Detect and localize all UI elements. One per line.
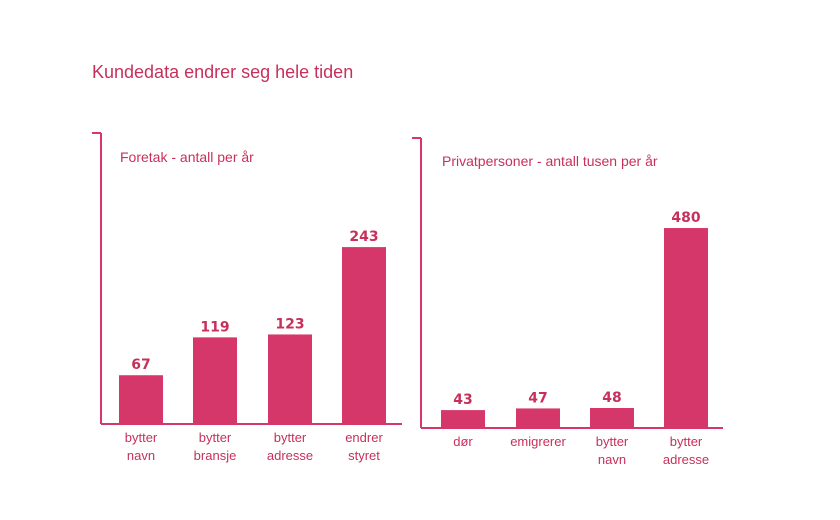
category-label-line: navn xyxy=(127,448,155,463)
page-title: Kundedata endrer seg hele tiden xyxy=(92,62,354,82)
category-label-line: endrer xyxy=(345,430,383,445)
category-label-line: bytter xyxy=(125,430,158,445)
category-label-line: dør xyxy=(453,434,473,449)
chart-panel-2: Privatpersoner - antall tusen per år 43 dø… xyxy=(412,137,723,467)
category-label-line: styret xyxy=(348,448,380,463)
bar xyxy=(342,247,386,424)
category-label-line: navn xyxy=(598,452,626,467)
data-label: 480 xyxy=(671,210,700,226)
data-label: 47 xyxy=(528,390,547,406)
category-label-line: bytter xyxy=(199,430,232,445)
category-label-line: emigrerer xyxy=(510,434,566,449)
bar xyxy=(119,375,163,424)
category-label: bytter adresse xyxy=(267,430,313,463)
category-label-line: bransje xyxy=(194,448,237,463)
chart-panel-1: Foretak - antall per år 67 bytter navn 119 by… xyxy=(92,132,402,463)
category-label-line: adresse xyxy=(267,448,313,463)
data-label: 43 xyxy=(453,392,472,408)
category-label: dør xyxy=(453,434,473,449)
chart-title: Foretak - antall per år xyxy=(120,149,254,165)
chart-title: Privatpersoner - antall tusen per år xyxy=(442,153,658,169)
bar xyxy=(268,334,312,424)
bar xyxy=(441,410,485,428)
data-label: 48 xyxy=(602,390,621,406)
data-label: 243 xyxy=(349,229,378,245)
category-label-line: bytter xyxy=(670,434,703,449)
data-label: 123 xyxy=(275,316,304,332)
bar xyxy=(516,408,560,428)
category-label-line: bytter xyxy=(274,430,307,445)
category-label: bytter navn xyxy=(125,430,158,463)
category-label: bytter navn xyxy=(596,434,629,467)
category-label: emigrerer xyxy=(510,434,566,449)
data-label: 119 xyxy=(200,319,229,335)
bar xyxy=(193,337,237,424)
category-label: endrer styret xyxy=(345,430,383,463)
bar xyxy=(590,408,634,428)
category-label-line: adresse xyxy=(663,452,709,467)
category-label: bytter bransje xyxy=(194,430,237,463)
data-label: 67 xyxy=(131,357,150,373)
category-label: bytter adresse xyxy=(663,434,709,467)
bar xyxy=(664,228,708,428)
category-label-line: bytter xyxy=(596,434,629,449)
